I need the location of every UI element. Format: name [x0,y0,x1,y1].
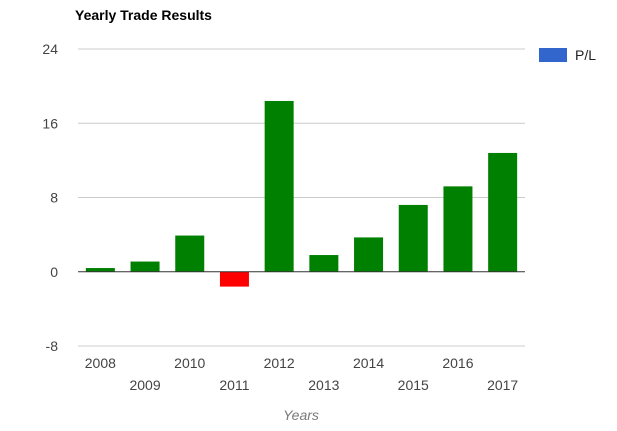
x-tick-label: 2014 [353,355,384,371]
bar-2011[interactable] [219,271,249,287]
bar-2013[interactable] [309,255,339,272]
gridlines [78,48,525,347]
x-axis-ticks: 2008 2009 2010 2011 2012 2013 2014 2015 2016 2017 [85,355,519,393]
x-tick-label: 2013 [308,377,339,393]
y-tick-label: -8 [46,338,59,354]
bar-2009[interactable] [130,261,160,272]
legend-label: P/L [575,47,596,63]
y-axis-ticks: 24 16 8 0 -8 [42,41,58,354]
x-tick-label: 2017 [487,377,518,393]
x-tick-label: 2009 [129,377,160,393]
bars [85,100,518,287]
y-tick-label: 8 [50,190,58,206]
legend-swatch [539,48,567,62]
y-tick-label: 0 [50,264,58,280]
chart-title: Yearly Trade Results [75,7,212,23]
x-tick-label: 2015 [398,377,429,393]
bar-2016[interactable] [443,186,473,272]
bar-2010[interactable] [175,235,205,272]
x-tick-label: 2011 [219,377,249,393]
x-axis-label: Years [283,407,319,423]
y-tick-label: 16 [42,115,58,131]
bar-2017[interactable] [488,152,518,272]
x-tick-label: 2016 [442,355,473,371]
bar-2015[interactable] [398,204,428,272]
legend[interactable]: P/L [539,47,596,63]
bar-2012[interactable] [264,100,294,272]
bar-2014[interactable] [354,237,384,272]
y-tick-label: 24 [42,41,58,57]
x-tick-label: 2008 [85,355,116,371]
x-tick-label: 2010 [174,355,205,371]
x-tick-label: 2012 [264,355,295,371]
bar-2008[interactable] [85,268,115,272]
